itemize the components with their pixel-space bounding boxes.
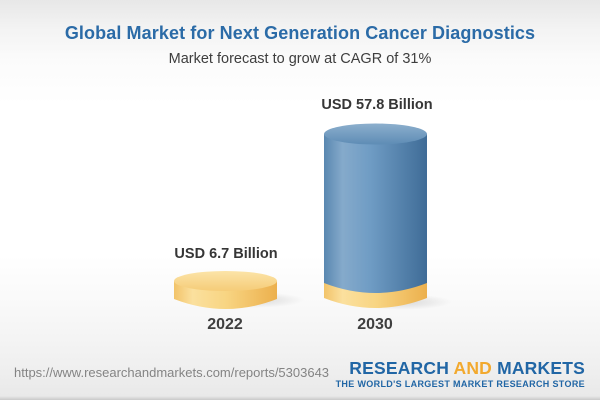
chart-subtitle: Market forecast to grow at CAGR of 31%: [168, 51, 432, 67]
research-and-markets-logo: RESEARCH AND MARKETS THE WORLD'S LARGEST…: [335, 359, 585, 390]
bar-2030-top: [324, 123, 427, 145]
category-label-2030: 2030: [357, 316, 393, 333]
bar-2030: [324, 123, 427, 308]
bar-2030-base: [324, 282, 427, 308]
logo-wordmark: RESEARCH AND MARKETS: [336, 359, 585, 377]
bar-2022-top: [174, 271, 277, 291]
logo-word-markets: MARKETS: [497, 358, 585, 378]
bar-2030-body: [324, 134, 427, 293]
logo-tagline: THE WORLD'S LARGEST MARKET RESEARCH STOR…: [335, 379, 585, 390]
chart-title: Global Market for Next Generation Cancer…: [64, 23, 536, 43]
category-label-2022: 2022: [207, 316, 243, 333]
bar-2022: [174, 271, 277, 309]
report-url: https://www.researchandmarkets.com/repor…: [14, 365, 330, 380]
value-label-2030: USD 57.8 Billion: [321, 97, 433, 113]
logo-word-and: AND: [453, 358, 492, 378]
value-label-2022: USD 6.7 Billion: [174, 246, 278, 262]
logo-word-research: RESEARCH: [349, 358, 450, 378]
